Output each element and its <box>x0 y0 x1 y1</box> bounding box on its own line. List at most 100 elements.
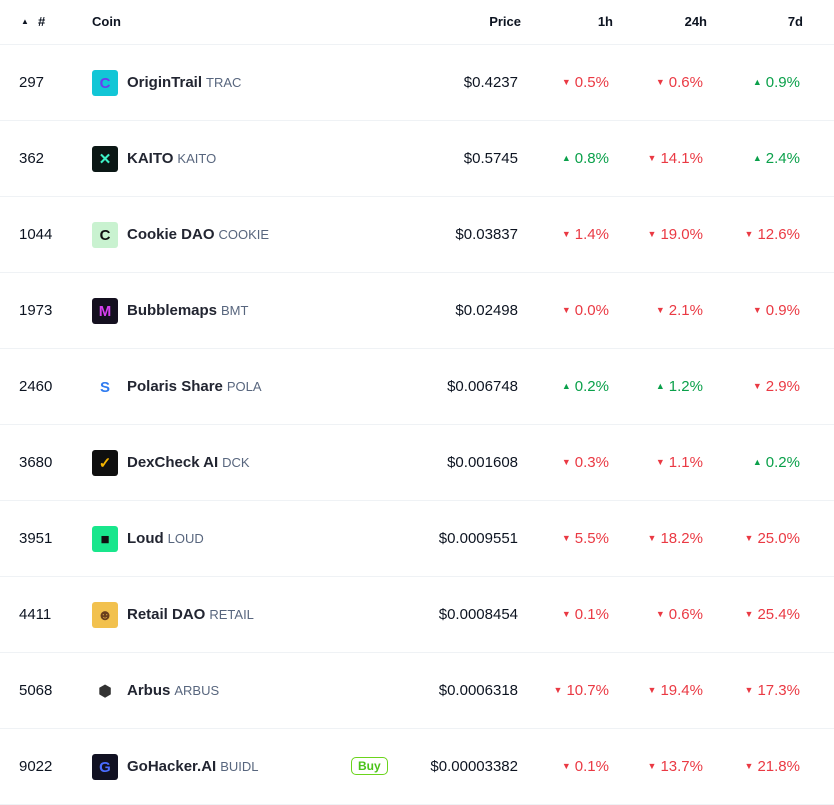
coin-symbol: DCK <box>222 455 250 470</box>
coin-name-link[interactable]: Retail DAO RETAIL <box>127 606 254 623</box>
price: $0.00003382 <box>430 758 518 775</box>
caret-down-icon: ▼ <box>744 609 754 619</box>
rank: 1973 <box>19 302 53 319</box>
rank: 2460 <box>19 378 53 395</box>
change-7d: ▼ 0.9% <box>752 302 800 319</box>
coin-symbol: BUIDL <box>220 759 259 774</box>
rank: 3951 <box>19 530 53 547</box>
rank: 297 <box>19 74 45 91</box>
coin-name-link[interactable]: OriginTrail TRAC <box>127 74 242 91</box>
caret-down-icon: ▼ <box>561 305 571 315</box>
table-row[interactable]: 3680 ✓ DexCheck AI DCK $0.001608 ▼ 0.3% ▼ 1.… <box>0 425 834 501</box>
coin-name-link[interactable]: Loud LOUD <box>127 530 204 547</box>
caret-up-icon: ▲ <box>561 153 571 163</box>
caret-down-icon: ▼ <box>647 533 657 543</box>
table-row[interactable]: 9022 G GoHacker.AI BUIDL Buy $0.00003382 … <box>0 729 834 805</box>
change-1h: ▼ 1.4% <box>561 226 609 243</box>
change-7d: ▼ 25.0% <box>744 530 800 547</box>
rank: 9022 <box>19 758 53 775</box>
caret-down-icon: ▼ <box>655 77 665 87</box>
price: $0.4237 <box>463 74 518 91</box>
caret-up-icon: ▲ <box>752 153 762 163</box>
polaris-share-logo-icon: S <box>92 374 118 400</box>
caret-down-icon: ▼ <box>561 457 571 467</box>
coin-name-link[interactable]: Polaris Share POLA <box>127 378 262 395</box>
caret-down-icon: ▼ <box>647 229 657 239</box>
change-1h: ▲ 0.2% <box>561 378 609 395</box>
coin-name-link[interactable]: DexCheck AI DCK <box>127 454 250 471</box>
change-24h: ▼ 1.1% <box>655 454 703 471</box>
change-24h: ▼ 2.1% <box>655 302 703 319</box>
rank: 1044 <box>19 226 53 243</box>
caret-down-icon: ▼ <box>561 533 571 543</box>
table-row[interactable]: 1973 M Bubblemaps BMT $0.02498 ▼ 0.0% ▼ 2.1%… <box>0 273 834 349</box>
caret-down-icon: ▼ <box>561 761 571 771</box>
change-7d: ▲ 0.9% <box>752 74 800 91</box>
column-7d[interactable]: 7d <box>787 14 803 29</box>
table-row[interactable]: 4411 ☻ Retail DAO RETAIL $0.0008454 ▼ 0.1%… <box>0 577 834 653</box>
price: $0.0008454 <box>438 606 518 623</box>
change-1h: ▼ 5.5% <box>561 530 609 547</box>
price: $0.0009551 <box>438 530 518 547</box>
buy-button[interactable]: Buy <box>351 757 388 775</box>
change-24h: ▼ 19.0% <box>647 226 703 243</box>
coin-symbol: ARBUS <box>174 683 220 698</box>
coin-symbol: BMT <box>221 303 249 318</box>
caret-down-icon: ▼ <box>647 761 657 771</box>
table-row[interactable]: 3951 ■ Loud LOUD $0.0009551 ▼ 5.5% ▼ 18.2% ▼ 2… <box>0 501 834 577</box>
price: $0.02498 <box>455 302 518 319</box>
table-row[interactable]: 5068 ⬢ Arbus ARBUS $0.0006318 ▼ 10.7% ▼ 19.4… <box>0 653 834 729</box>
coin-name-link[interactable]: GoHacker.AI BUIDL <box>127 758 259 775</box>
column-price[interactable]: Price <box>489 14 521 29</box>
caret-up-icon: ▲ <box>752 77 762 87</box>
change-24h: ▼ 14.1% <box>647 150 703 167</box>
caret-down-icon: ▼ <box>655 457 665 467</box>
column-coin[interactable]: Coin <box>92 14 121 29</box>
change-1h: ▼ 10.7% <box>553 682 609 699</box>
column-1h[interactable]: 1h <box>597 14 613 29</box>
change-7d: ▼ 21.8% <box>744 758 800 775</box>
table-row[interactable]: 2460 S Polaris Share POLA $0.006748 ▲ 0.2%… <box>0 349 834 425</box>
caret-down-icon: ▼ <box>553 685 563 695</box>
change-7d: ▲ 0.2% <box>752 454 800 471</box>
gohacker-logo-icon: G <box>92 754 118 780</box>
coin-name-link[interactable]: KAITO KAITO <box>127 150 217 167</box>
coin-symbol: LOUD <box>167 531 204 546</box>
retail-dao-logo-icon: ☻ <box>92 602 118 628</box>
column-rank[interactable]: # <box>38 14 46 29</box>
price: $0.001608 <box>447 454 518 471</box>
change-24h: ▼ 13.7% <box>647 758 703 775</box>
coin-name-link[interactable]: Bubblemaps BMT <box>127 302 249 319</box>
change-1h: ▲ 0.8% <box>561 150 609 167</box>
caret-down-icon: ▼ <box>744 761 754 771</box>
coin-name-link[interactable]: Cookie DAO COOKIE <box>127 226 270 243</box>
table-row[interactable]: 297 C OriginTrail TRAC $0.4237 ▼ 0.5% ▼ 0.6%… <box>0 45 834 121</box>
change-1h: ▼ 0.3% <box>561 454 609 471</box>
change-24h: ▼ 19.4% <box>647 682 703 699</box>
bubblemaps-logo-icon: M <box>92 298 118 324</box>
caret-down-icon: ▼ <box>655 305 665 315</box>
dexcheck-logo-icon: ✓ <box>92 450 118 476</box>
caret-down-icon: ▼ <box>561 609 571 619</box>
caret-up-icon: ▲ <box>655 381 665 391</box>
rank: 3680 <box>19 454 53 471</box>
table-row[interactable]: 1044 C Cookie DAO COOKIE $0.03837 ▼ 1.4% ▼ 1… <box>0 197 834 273</box>
origintrail-logo-icon: C <box>92 70 118 96</box>
price: $0.5745 <box>463 150 518 167</box>
column-24h[interactable]: 24h <box>684 14 707 29</box>
change-7d: ▼ 25.4% <box>744 606 800 623</box>
caret-down-icon: ▼ <box>561 229 571 239</box>
table-header: ▲ # Coin Price 1h 24h 7d <box>0 0 834 45</box>
caret-down-icon: ▼ <box>647 685 657 695</box>
caret-down-icon: ▼ <box>561 77 571 87</box>
coin-symbol: COOKIE <box>218 227 270 242</box>
sort-ascending-icon[interactable]: ▲ <box>21 17 29 26</box>
caret-down-icon: ▼ <box>744 229 754 239</box>
price: $0.03837 <box>455 226 518 243</box>
coin-symbol: KAITO <box>177 151 217 166</box>
price: $0.0006318 <box>438 682 518 699</box>
table-row[interactable]: 362 ✕ KAITO KAITO $0.5745 ▲ 0.8% ▼ 14.1% ▲ 2.4… <box>0 121 834 197</box>
caret-down-icon: ▼ <box>744 533 754 543</box>
coin-name-link[interactable]: Arbus ARBUS <box>127 682 220 699</box>
coin-table-body: 297 C OriginTrail TRAC $0.4237 ▼ 0.5% ▼ 0.6%… <box>0 45 834 805</box>
